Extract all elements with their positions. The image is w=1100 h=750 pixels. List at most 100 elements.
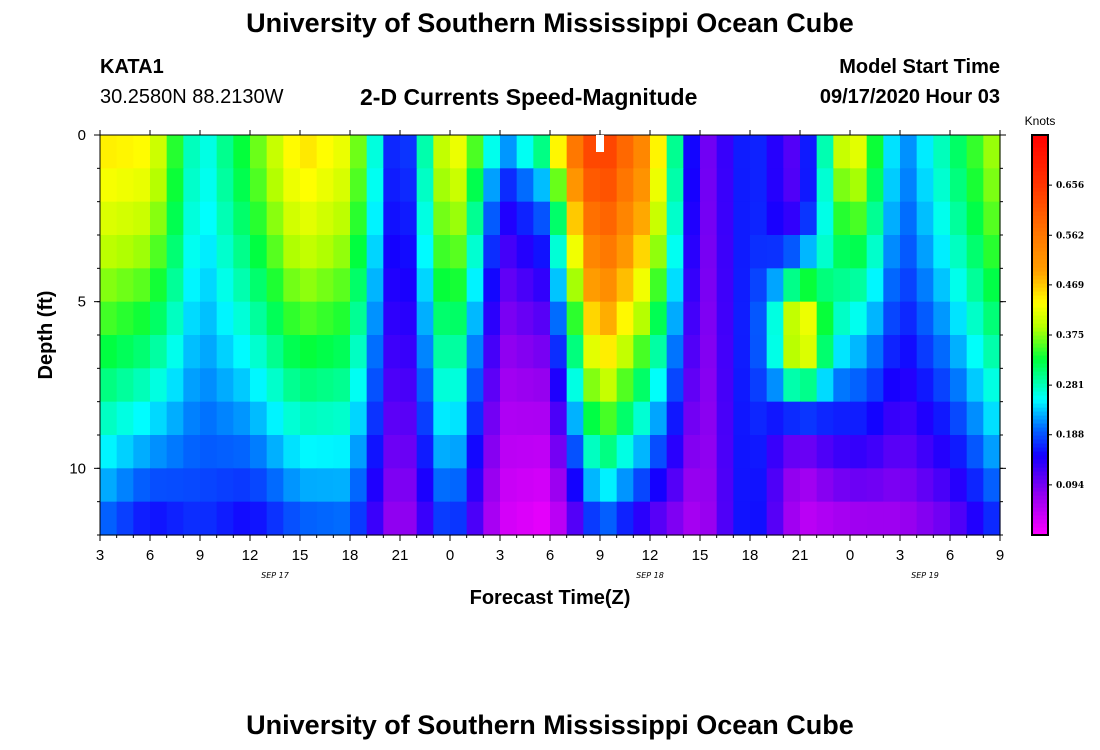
heatmap-cell [600,435,618,469]
heatmap-cell [816,235,834,269]
heatmap-cell [833,435,851,469]
heatmap-cell [433,135,451,169]
heatmap-cell [983,401,1001,436]
heatmap-cell [316,368,334,403]
heatmap-cell [800,235,818,269]
colorbar-segment [1032,395,1048,400]
heatmap-cell [866,501,884,536]
heatmap-cell [400,501,418,536]
heatmap-cell [983,268,1001,303]
heatmap-cell [500,201,518,236]
colorbar-segment [1032,175,1048,180]
heatmap-cell [416,435,434,469]
heatmap-cell [333,501,351,536]
heatmap-cell [816,368,834,403]
heatmap-cell [533,268,551,303]
x-tick-label: 15 [692,547,709,564]
colorbar-segment [1032,187,1048,192]
x-tick-label: 21 [392,547,409,564]
heatmap-cell [250,201,268,236]
heatmap-cell [700,301,718,336]
heatmap-cell [516,435,534,469]
heatmap-cell [233,335,251,369]
heatmap-cell [850,135,868,169]
colorbar-tick-label: 0.562 [1056,231,1084,241]
heatmap-cell [666,235,684,269]
heatmap-cell [316,201,334,236]
heatmap-cell [516,468,534,503]
colorbar-segment [1032,487,1048,492]
colorbar-segment [1032,431,1048,436]
heatmap-cell [166,335,184,369]
heatmap-cell [833,401,851,436]
heatmap-cell [633,468,651,503]
heatmap-cell [266,268,284,303]
heatmap-cell [566,201,584,236]
heatmap-cell [916,501,934,536]
heatmap-cell [333,201,351,236]
colorbar-segment [1032,351,1048,356]
heatmap-cell [950,301,968,336]
heatmap-cell [733,501,751,536]
heatmap-cell [316,468,334,503]
heatmap-cell [200,168,218,203]
heatmap-cell [333,335,351,369]
heatmap-cell [100,201,118,236]
heatmap-cell [366,435,384,469]
heatmap-cell [766,135,784,169]
heatmap-cell [766,301,784,336]
heatmap-cell [133,435,151,469]
heatmap-cell [300,168,318,203]
heatmap-cell [350,435,368,469]
heatmap-cell [800,268,818,303]
x-tick-label: 15 [292,547,309,564]
heatmap-cell [933,301,951,336]
heatmap-cell [850,235,868,269]
x-tick-label: 9 [596,547,604,564]
heatmap-cell [900,501,918,536]
heatmap-cell [466,501,484,536]
heatmap-cell [850,268,868,303]
heatmap-cell [700,468,718,503]
heatmap-cell [466,268,484,303]
heatmap-cell [833,135,851,169]
heatmap-cell [916,201,934,236]
heatmap-cell [133,368,151,403]
heatmap-cell [633,301,651,336]
heatmap-cell [283,235,301,269]
heatmap-cells [100,135,1001,536]
heatmap-cell [883,501,901,536]
heatmap-cell [733,401,751,436]
heatmap-cell [150,368,168,403]
heatmap-cell [783,201,801,236]
heatmap-cell [800,368,818,403]
heatmap-cell [616,501,634,536]
colorbar-segment [1032,151,1048,156]
heatmap-cell [616,235,634,269]
heatmap-cell [800,135,818,169]
colorbar-tick-label: 0.094 [1056,481,1084,491]
heatmap-cell [833,468,851,503]
heatmap-cell [400,135,418,169]
heatmap-cell [766,401,784,436]
heatmap-cell [466,235,484,269]
heatmap-cell [533,135,551,169]
heatmap-cell [550,401,568,436]
heatmap-cell [100,435,118,469]
heatmap-cell [733,168,751,203]
x-tick-label: 3 [96,547,104,564]
heatmap-cell [600,168,618,203]
heatmap-cell [616,301,634,336]
heatmap-cell [583,335,601,369]
colorbar-segment [1032,531,1048,536]
heatmap-cell [200,135,218,169]
heatmap-cell [450,135,468,169]
heatmap-cell [950,501,968,536]
heatmap-cell [600,501,618,536]
heatmap-cell [833,168,851,203]
heatmap-cell [566,268,584,303]
heatmap-cell [533,301,551,336]
heatmap-cell [483,135,501,169]
heatmap-cell [383,135,401,169]
heatmap-cell [633,335,651,369]
